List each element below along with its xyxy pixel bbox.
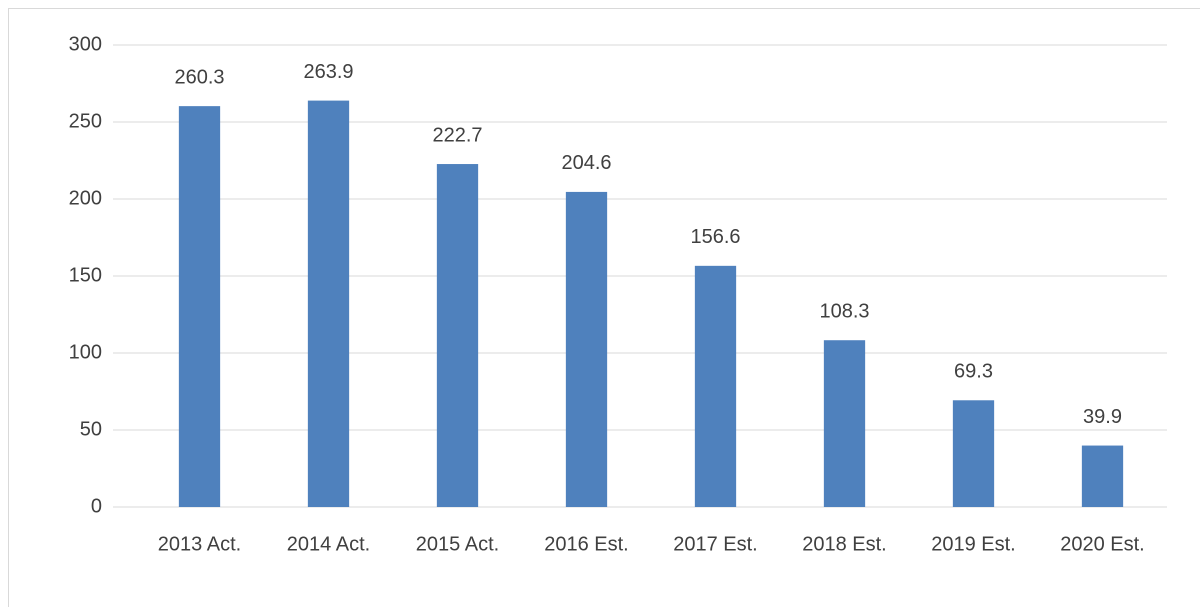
bar [694,265,737,507]
x-tick-label: 2015 Act. [416,533,499,555]
chart-border [8,8,1200,607]
data-label: 204.6 [561,152,611,174]
y-tick-label: 300 [69,33,102,55]
bar [823,340,866,507]
x-tick-label: 2016 Est. [544,533,629,555]
bar [565,191,608,507]
data-label: 260.3 [174,66,224,88]
x-tick-label: 2014 Act. [287,533,370,555]
x-tick-label: 2019 Est. [931,533,1016,555]
data-label: 263.9 [303,61,353,83]
x-tick-label: 2018 Est. [802,533,887,555]
y-tick-label: 50 [80,418,102,440]
bar [178,106,221,507]
y-tick-label: 250 [69,110,102,132]
bar [1081,445,1124,507]
bar [307,100,350,508]
y-tick-label: 200 [69,187,102,209]
data-label: 69.3 [954,361,993,383]
y-tick-label: 100 [69,341,102,363]
x-tick-label: 2013 Act. [158,533,241,555]
x-tick-label: 2020 Est. [1060,533,1145,555]
y-tick-label: 150 [69,264,102,286]
x-tick-label: 2017 Est. [673,533,758,555]
data-label: 108.3 [819,300,869,322]
bar [952,400,995,507]
data-label: 39.9 [1083,406,1122,428]
data-label: 156.6 [690,226,740,248]
bar [436,164,479,508]
y-tick-label: 0 [91,495,102,517]
data-label: 222.7 [432,124,482,146]
